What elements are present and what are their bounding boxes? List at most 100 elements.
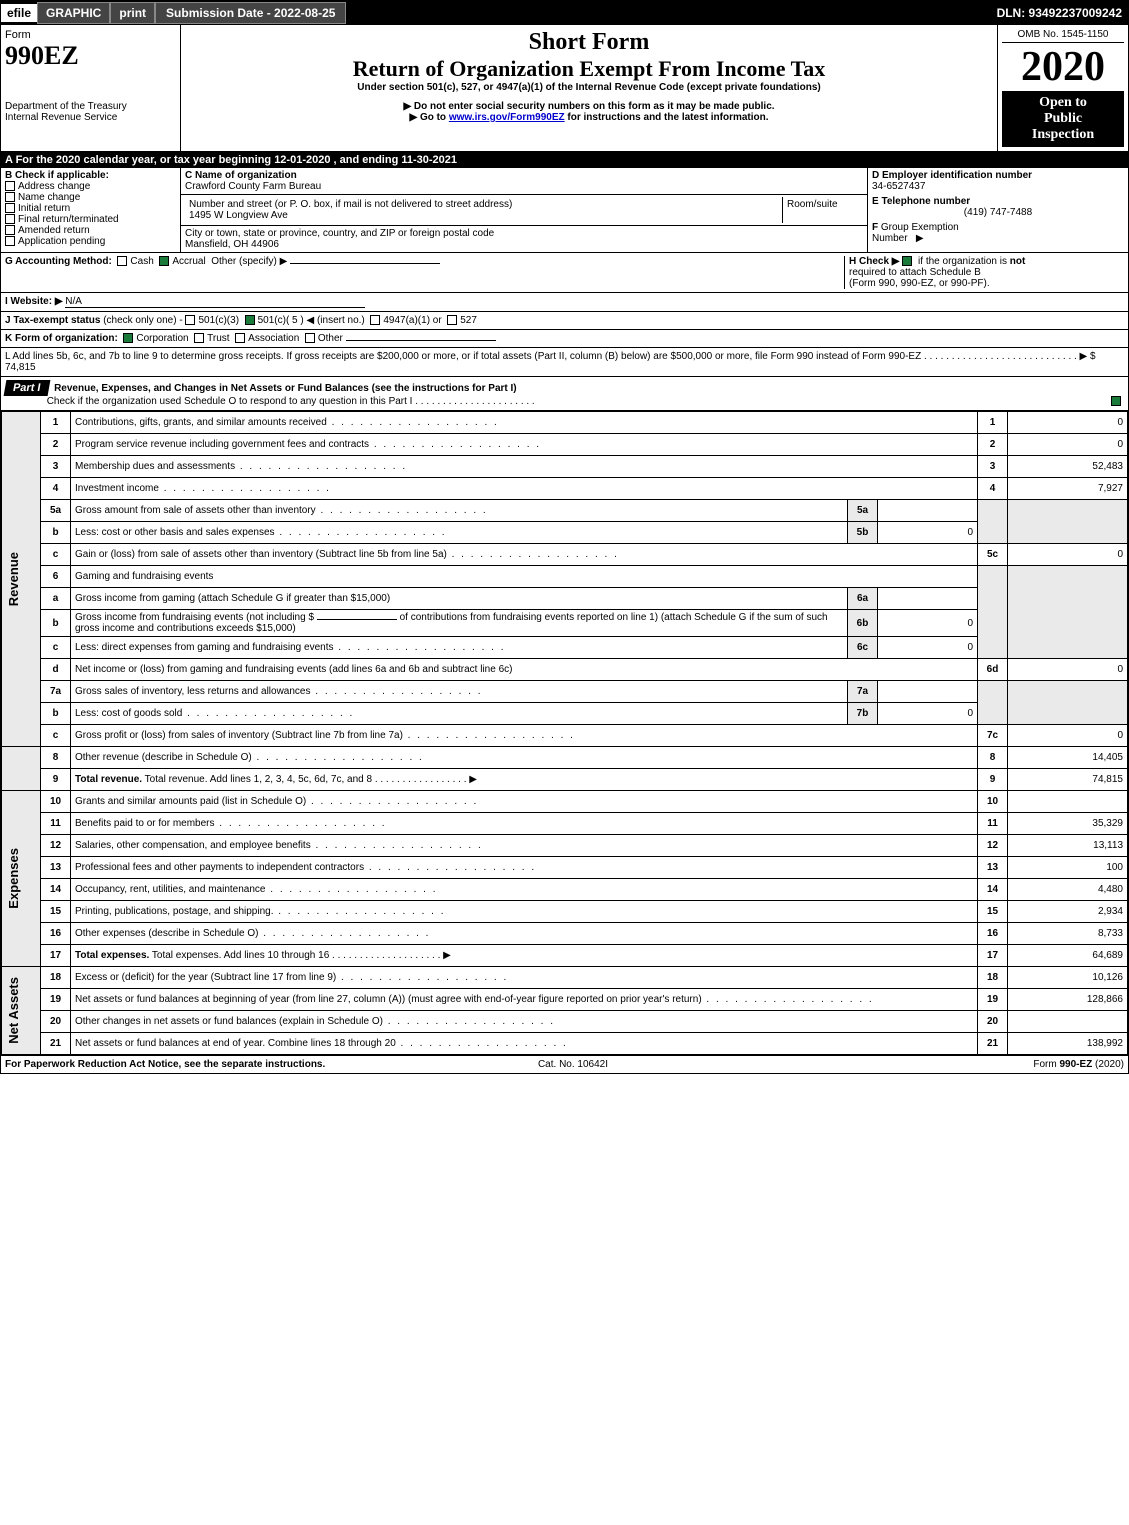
line2-desc: Program service revenue including govern… bbox=[71, 434, 978, 456]
i-label: I Website: ▶ bbox=[5, 296, 63, 307]
footer-right: Form 990-EZ (2020) bbox=[1033, 1059, 1124, 1070]
line10-value bbox=[1008, 791, 1128, 813]
chk-schedule-o[interactable] bbox=[1111, 396, 1121, 406]
chk-association[interactable] bbox=[235, 333, 245, 343]
irs-link[interactable]: www.irs.gov/Form990EZ bbox=[449, 112, 565, 123]
chk-501c3[interactable] bbox=[185, 315, 195, 325]
line6c-value: 0 bbox=[878, 637, 978, 659]
return-title: Return of Organization Exempt From Incom… bbox=[185, 56, 993, 82]
dln-label: DLN: 93492237009242 bbox=[997, 6, 1128, 20]
org-address: 1495 W Longview Ave bbox=[189, 210, 778, 221]
side-expenses: Expenses bbox=[6, 848, 21, 909]
chk-cash[interactable] bbox=[117, 256, 127, 266]
graphic-button[interactable]: GRAPHIC bbox=[37, 2, 110, 24]
line5b-desc: Less: cost or other basis and sales expe… bbox=[71, 522, 848, 544]
chk-amended-return[interactable] bbox=[5, 225, 15, 235]
ssn-warning: ▶ Do not enter social security numbers o… bbox=[185, 101, 993, 112]
form-header: Form 990EZ Department of the Treasury In… bbox=[1, 25, 1128, 152]
submission-date: Submission Date - 2022-08-25 bbox=[155, 2, 346, 24]
line3-value: 52,483 bbox=[1008, 456, 1128, 478]
footer-left: For Paperwork Reduction Act Notice, see … bbox=[5, 1059, 325, 1070]
open-inspection: Open to Public Inspection bbox=[1002, 91, 1124, 147]
part1-check-text: Check if the organization used Schedule … bbox=[47, 396, 535, 407]
row-a-taxyear: A For the 2020 calendar year, or tax yea… bbox=[1, 152, 1128, 168]
line16-value: 8,733 bbox=[1008, 923, 1128, 945]
line2-value: 0 bbox=[1008, 434, 1128, 456]
footer-catno: Cat. No. 10642I bbox=[538, 1059, 608, 1070]
chk-schedule-b[interactable] bbox=[902, 256, 912, 266]
line11-desc: Benefits paid to or for members bbox=[71, 813, 978, 835]
org-city: Mansfield, OH 44906 bbox=[185, 239, 863, 250]
subtitle: Under section 501(c), 527, or 4947(a)(1)… bbox=[185, 82, 993, 93]
box-f-header: F Group ExemptionNumber ▶ bbox=[872, 222, 1124, 244]
j-label: J Tax-exempt status bbox=[5, 315, 100, 326]
line7c-value: 0 bbox=[1008, 725, 1128, 747]
g-label: G Accounting Method: bbox=[5, 256, 112, 267]
h-label: H Check ▶ bbox=[849, 256, 899, 267]
line14-desc: Occupancy, rent, utilities, and maintena… bbox=[71, 879, 978, 901]
chk-527[interactable] bbox=[447, 315, 457, 325]
addr-header: Number and street (or P. O. box, if mail… bbox=[189, 199, 778, 210]
line4-desc: Investment income bbox=[71, 478, 978, 500]
chk-name-change[interactable] bbox=[5, 192, 15, 202]
line20-value bbox=[1008, 1011, 1128, 1033]
tax-year: 2020 bbox=[1002, 43, 1124, 91]
line15-desc: Printing, publications, postage, and shi… bbox=[71, 901, 978, 923]
line8-desc: Other revenue (describe in Schedule O) bbox=[71, 747, 978, 769]
line12-value: 13,113 bbox=[1008, 835, 1128, 857]
row-l: L Add lines 5b, 6c, and 7b to line 9 to … bbox=[1, 348, 1128, 377]
dept-irs: Internal Revenue Service bbox=[5, 112, 176, 123]
goto-line: ▶ Go to www.irs.gov/Form990EZ for instru… bbox=[185, 112, 993, 123]
line7b-desc: Less: cost of goods sold bbox=[71, 703, 848, 725]
line15-value: 2,934 bbox=[1008, 901, 1128, 923]
efile-label: efile bbox=[1, 4, 37, 22]
line21-desc: Net assets or fund balances at end of ye… bbox=[71, 1033, 978, 1055]
side-revenue: Revenue bbox=[6, 552, 21, 606]
chk-initial-return[interactable] bbox=[5, 203, 15, 213]
chk-other-org[interactable] bbox=[305, 333, 315, 343]
side-netassets: Net Assets bbox=[6, 977, 21, 1044]
room-suite-header: Room/suite bbox=[783, 197, 863, 223]
part1-header-row: Part I Revenue, Expenses, and Changes in… bbox=[1, 377, 1128, 411]
line1-desc: Contributions, gifts, grants, and simila… bbox=[71, 412, 978, 434]
row-g-h: G Accounting Method: Cash Accrual Other … bbox=[1, 253, 1128, 293]
line1-value: 0 bbox=[1008, 412, 1128, 434]
line6-desc: Gaming and fundraising events bbox=[71, 566, 978, 588]
chk-final-return[interactable] bbox=[5, 214, 15, 224]
chk-accrual[interactable] bbox=[159, 256, 169, 266]
website-value: N/A bbox=[65, 296, 82, 307]
org-name: Crawford County Farm Bureau bbox=[185, 181, 863, 192]
print-button[interactable]: print bbox=[110, 2, 155, 24]
line19-value: 128,866 bbox=[1008, 989, 1128, 1011]
line6b-desc: Gross income from fundraising events (no… bbox=[71, 610, 848, 637]
line18-value: 10,126 bbox=[1008, 967, 1128, 989]
row-j: J Tax-exempt status (check only one) - 5… bbox=[1, 312, 1128, 330]
line5b-value: 0 bbox=[878, 522, 978, 544]
line20-desc: Other changes in net assets or fund bala… bbox=[71, 1011, 978, 1033]
line9-desc: Total revenue. Total revenue. Add lines … bbox=[71, 769, 978, 791]
chk-address-change[interactable] bbox=[5, 181, 15, 191]
chk-4947[interactable] bbox=[370, 315, 380, 325]
form-label: Form bbox=[5, 29, 176, 41]
box-c-header: C Name of organization bbox=[185, 170, 863, 181]
form-number: 990EZ bbox=[5, 41, 176, 71]
lines-table: Revenue 1 Contributions, gifts, grants, … bbox=[1, 411, 1128, 1055]
ein-value: 34-6527437 bbox=[872, 181, 1124, 192]
chk-application-pending[interactable] bbox=[5, 236, 15, 246]
line14-value: 4,480 bbox=[1008, 879, 1128, 901]
chk-corporation[interactable] bbox=[123, 333, 133, 343]
box-e-header: E Telephone number bbox=[872, 196, 1124, 207]
line16-desc: Other expenses (describe in Schedule O) bbox=[71, 923, 978, 945]
info-grid: B Check if applicable: Address change Na… bbox=[1, 168, 1128, 253]
line13-value: 100 bbox=[1008, 857, 1128, 879]
part1-title: Revenue, Expenses, and Changes in Net As… bbox=[54, 383, 517, 394]
line21-value: 138,992 bbox=[1008, 1033, 1128, 1055]
omb-number: OMB No. 1545-1150 bbox=[1002, 29, 1124, 43]
chk-trust[interactable] bbox=[194, 333, 204, 343]
line9-value: 74,815 bbox=[1008, 769, 1128, 791]
row-k: K Form of organization: Corporation Trus… bbox=[1, 330, 1128, 348]
line7a-desc: Gross sales of inventory, less returns a… bbox=[71, 681, 848, 703]
line6d-desc: Net income or (loss) from gaming and fun… bbox=[71, 659, 978, 681]
line17-desc: Total expenses. Total expenses. Add line… bbox=[71, 945, 978, 967]
chk-501c[interactable] bbox=[245, 315, 255, 325]
